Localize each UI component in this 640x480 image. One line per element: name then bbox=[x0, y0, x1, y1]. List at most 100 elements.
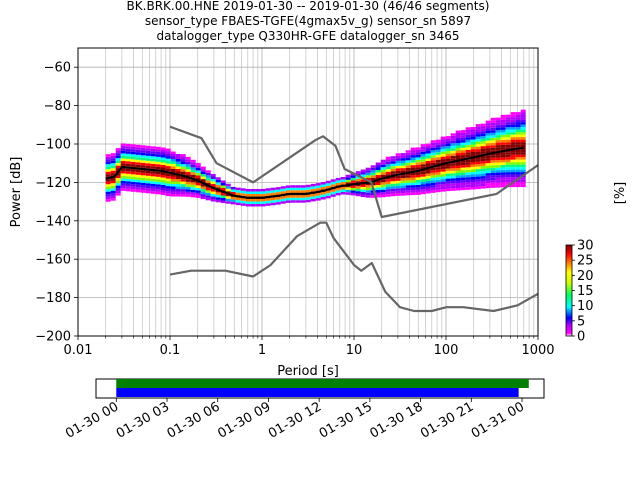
heatmap-cell bbox=[240, 198, 246, 201]
heatmap-cell bbox=[130, 164, 136, 167]
heatmap-cell bbox=[405, 185, 411, 188]
heatmap-cell bbox=[115, 180, 121, 184]
heatmap-cell bbox=[470, 184, 476, 187]
heatmap-cell bbox=[325, 180, 331, 184]
heatmap-cell bbox=[480, 131, 486, 134]
heatmap-cell bbox=[210, 176, 216, 179]
heatmap-cell bbox=[475, 166, 481, 170]
heatmap-cell bbox=[160, 155, 166, 158]
heatmap-cell bbox=[500, 179, 506, 183]
heatmap-cell bbox=[220, 195, 226, 198]
heatmap-cell bbox=[195, 182, 201, 186]
heatmap-cell bbox=[520, 162, 526, 165]
heatmap-cell bbox=[520, 182, 526, 185]
heatmap-cell bbox=[360, 184, 366, 187]
heatmap-cell bbox=[185, 156, 191, 160]
heatmap-cell bbox=[110, 160, 116, 164]
heatmap-cell bbox=[490, 140, 496, 143]
heatmap-cell bbox=[505, 167, 511, 170]
heatmap-cell bbox=[515, 149, 521, 153]
heatmap-cell bbox=[110, 185, 116, 189]
heatmap-cell bbox=[155, 159, 161, 162]
colorbar-tick-label: 10 bbox=[577, 299, 594, 314]
heatmap-cell bbox=[145, 183, 151, 186]
heatmap-cell bbox=[405, 165, 411, 168]
heatmap-cell bbox=[150, 166, 156, 169]
heatmap-cell bbox=[145, 165, 151, 169]
heatmap-cell bbox=[255, 191, 261, 194]
heatmap-cell bbox=[460, 135, 466, 138]
heatmap-cell bbox=[445, 171, 451, 174]
heatmap-cell bbox=[495, 172, 501, 176]
heatmap-cell bbox=[150, 191, 156, 194]
heatmap-cell bbox=[445, 168, 451, 172]
heatmap-cell bbox=[210, 181, 216, 184]
heatmap-cell bbox=[485, 120, 491, 124]
heatmap-cell bbox=[135, 177, 141, 180]
heatmap-cell bbox=[510, 117, 516, 120]
heatmap-cell bbox=[465, 159, 471, 163]
heatmap-cell bbox=[315, 185, 321, 189]
heatmap-cell bbox=[510, 179, 516, 183]
heatmap-cell bbox=[135, 162, 141, 165]
heatmap-cell bbox=[475, 149, 481, 152]
heatmap-cell bbox=[305, 187, 311, 190]
heatmap-cell bbox=[215, 194, 221, 198]
heatmap-cell bbox=[125, 186, 131, 189]
heatmap-cell bbox=[175, 176, 181, 179]
heatmap-cell bbox=[145, 188, 151, 191]
heatmap-cell bbox=[190, 162, 196, 165]
heatmap-cell bbox=[175, 161, 181, 164]
heatmap-cell bbox=[505, 172, 511, 175]
heatmap-cell bbox=[240, 203, 246, 206]
heatmap-cell bbox=[410, 172, 416, 176]
heatmap-cell bbox=[500, 132, 506, 135]
heatmap-cell bbox=[335, 187, 341, 191]
heatmap-cell bbox=[160, 182, 166, 185]
heatmap-cell bbox=[355, 191, 361, 194]
heatmap-cell bbox=[520, 127, 526, 130]
heatmap-cell bbox=[450, 143, 456, 146]
heatmap-cell bbox=[215, 189, 221, 193]
heatmap-cell bbox=[520, 149, 526, 153]
heatmap-cell bbox=[170, 159, 176, 162]
heatmap-cell bbox=[270, 197, 276, 201]
heatmap-cell bbox=[470, 169, 476, 172]
heatmap-cell bbox=[425, 171, 431, 174]
heatmap-cell bbox=[505, 139, 511, 143]
heatmap-cell bbox=[470, 152, 476, 155]
timeline-tick-label: 01-30 18 bbox=[367, 399, 425, 441]
heatmap-cell bbox=[450, 168, 456, 171]
heatmap-cell bbox=[415, 177, 421, 180]
heatmap-cell bbox=[505, 132, 511, 135]
heatmap-cell bbox=[470, 127, 476, 130]
heatmap-cell bbox=[350, 185, 356, 188]
heatmap-cell bbox=[520, 142, 526, 145]
heatmap-cell bbox=[150, 151, 156, 154]
heatmap-cell bbox=[275, 187, 281, 190]
heatmap-cell bbox=[440, 169, 446, 172]
heatmap-cell bbox=[520, 124, 526, 128]
heatmap-cell bbox=[165, 193, 171, 197]
heatmap-cell bbox=[115, 188, 121, 191]
heatmap-cell bbox=[370, 192, 376, 196]
heatmap-cell bbox=[350, 175, 356, 178]
heatmap-cell bbox=[415, 167, 421, 170]
heatmap-cell bbox=[495, 147, 501, 151]
heatmap-cell bbox=[510, 137, 516, 140]
heatmap-cell bbox=[165, 163, 171, 167]
heatmap-cell bbox=[420, 184, 426, 187]
heatmap-cell bbox=[475, 141, 481, 145]
heatmap-cell bbox=[340, 182, 346, 185]
heatmap-cell bbox=[185, 169, 191, 172]
heatmap-cell bbox=[475, 164, 481, 167]
heatmap-cell bbox=[435, 147, 441, 150]
heatmap-cell bbox=[440, 166, 446, 170]
heatmap-cell bbox=[110, 193, 116, 196]
heatmap-cell bbox=[460, 187, 466, 191]
heatmap-cell bbox=[405, 167, 411, 171]
heatmap-cell bbox=[120, 148, 126, 151]
heatmap-cell bbox=[415, 162, 421, 165]
heatmap-cell bbox=[410, 185, 416, 188]
